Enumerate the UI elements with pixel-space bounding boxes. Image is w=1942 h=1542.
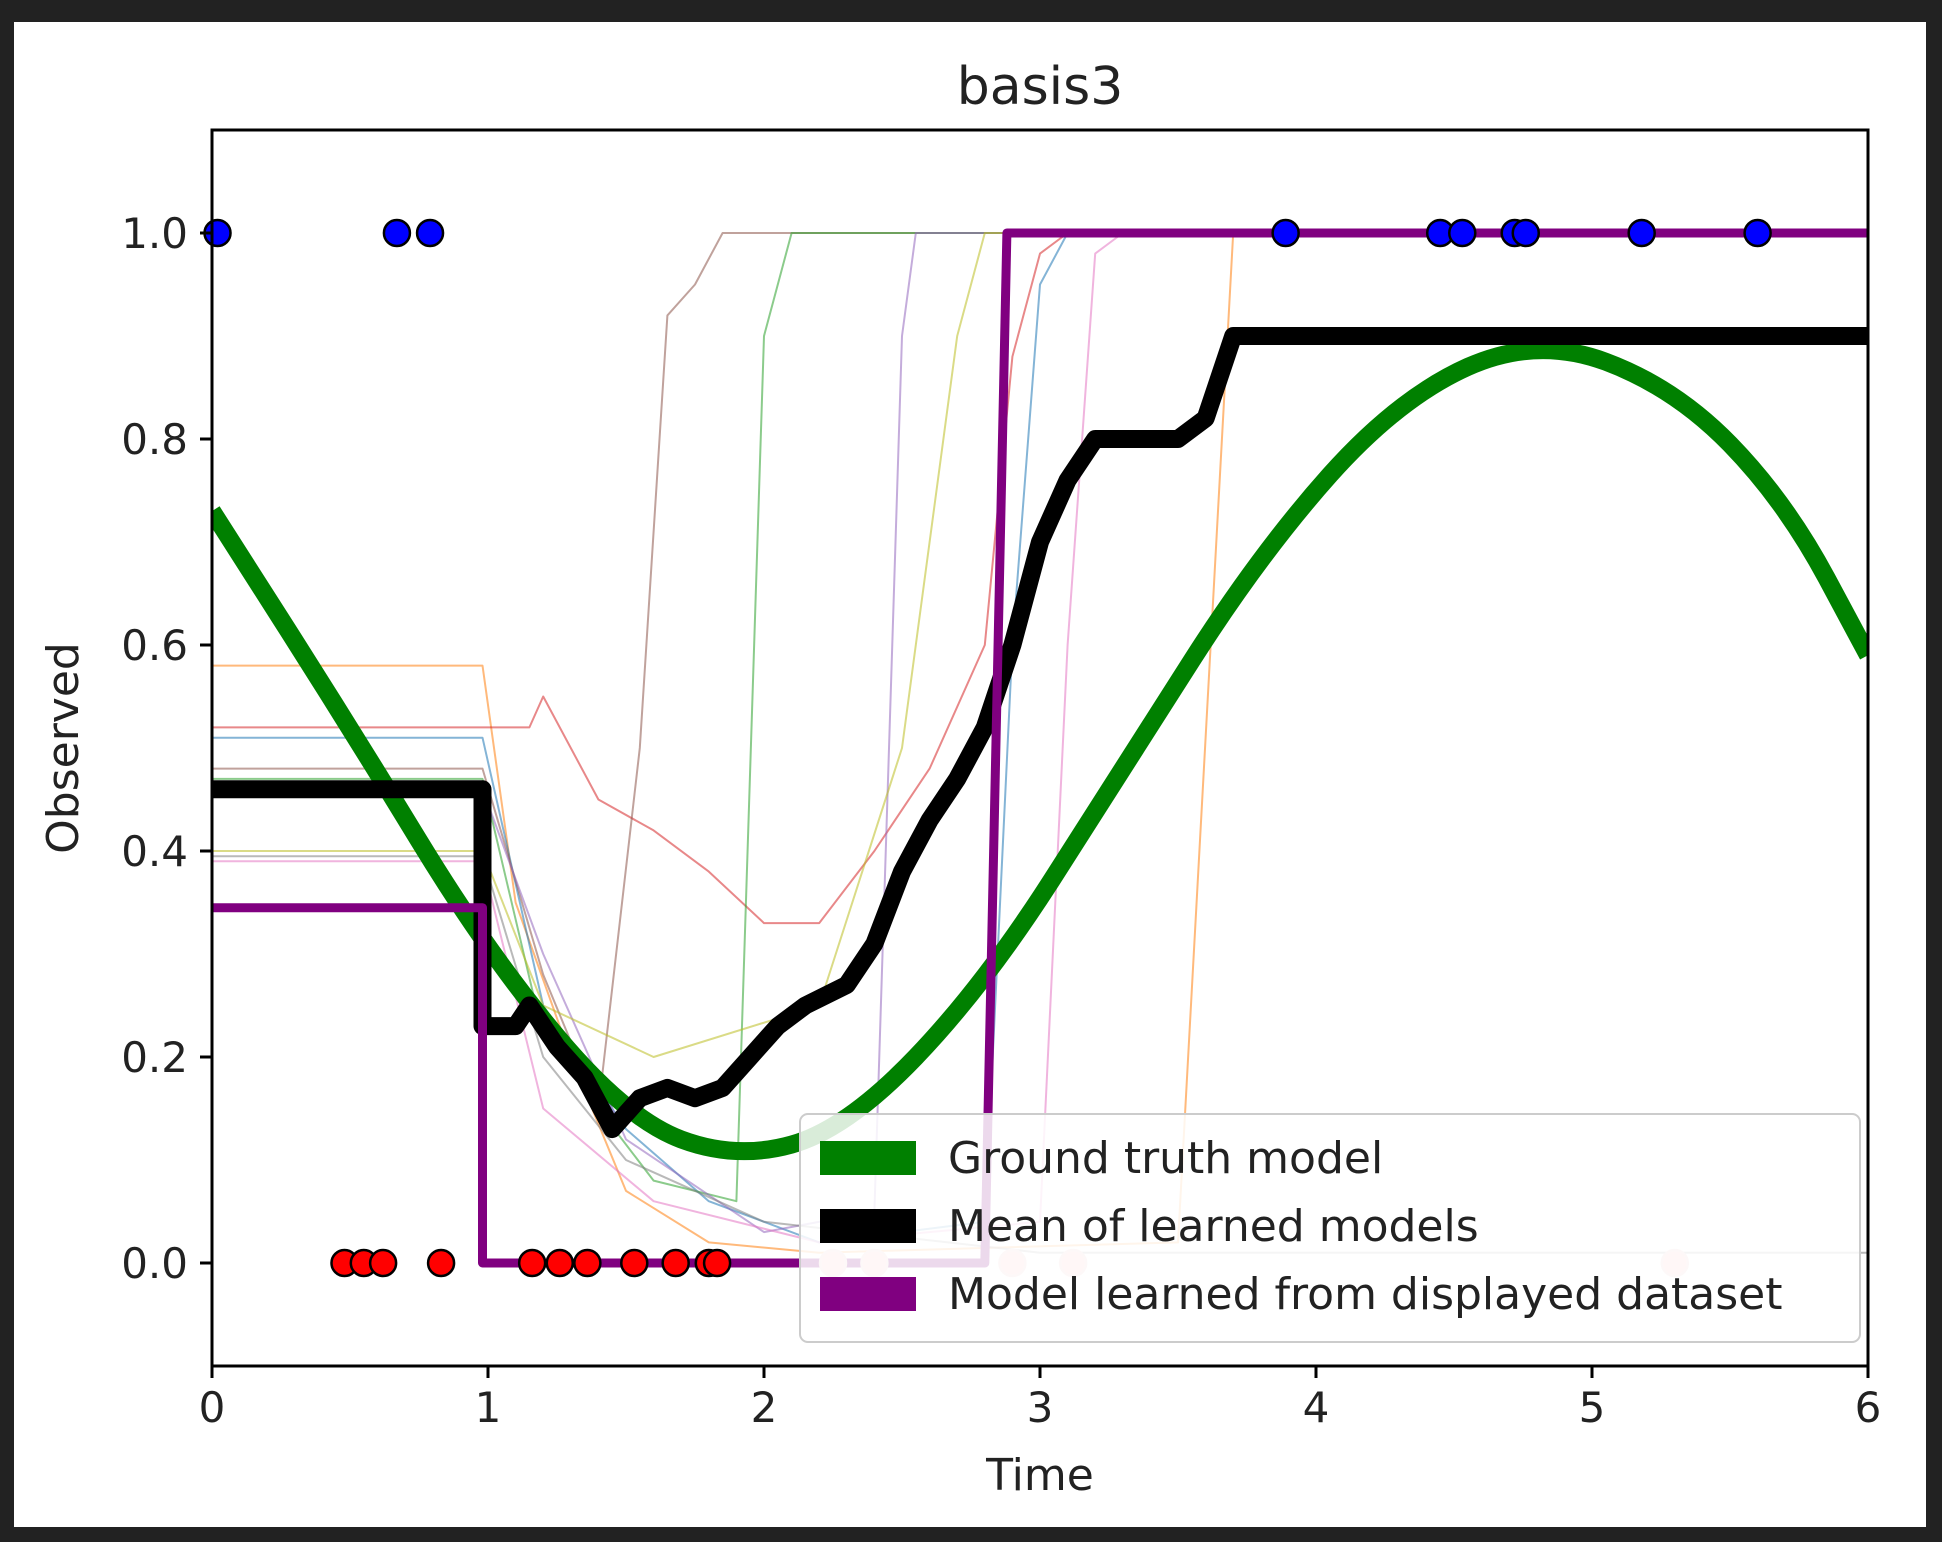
x-tick-label: 3 (1027, 1383, 1054, 1432)
x-tick-label: 2 (751, 1383, 778, 1432)
y-tick-label: 0.0 (121, 1239, 188, 1288)
positive-observation-point (1743, 218, 1772, 248)
y-axis-label: Observed (38, 642, 89, 854)
x-axis-label: Time (985, 1450, 1094, 1501)
negative-observation-point (545, 1248, 575, 1278)
x-tick-label: 0 (199, 1383, 226, 1432)
chart-title: basis3 (957, 57, 1124, 117)
negative-observation-point (573, 1248, 602, 1278)
negative-observation-point (426, 1248, 456, 1278)
individual-model-line (212, 232, 1868, 1110)
x-tick-label: 4 (1303, 1383, 1330, 1432)
legend-swatch (820, 1277, 916, 1311)
x-axis: 0 1 2 3 4 5 6 (199, 1366, 1882, 1432)
negative-observation-point (661, 1248, 690, 1278)
series-line (212, 228, 1868, 1268)
y-tick-label: 0.6 (121, 621, 188, 670)
individual-model-line (212, 232, 1868, 1254)
series-layer (212, 228, 1868, 1268)
legend-swatch (820, 1141, 916, 1175)
x-tick-label: 6 (1855, 1383, 1882, 1432)
legend-swatch (820, 1209, 916, 1243)
legend-label: Mean of learned models (948, 1201, 1479, 1252)
series-line (212, 327, 1868, 1139)
y-tick-label: 0.8 (121, 415, 188, 464)
positive-observation-point (1511, 218, 1541, 248)
negative-observation-point (517, 1248, 547, 1278)
negative-observation-point (620, 1248, 649, 1278)
legend-label: Model learned from displayed dataset (948, 1269, 1783, 1320)
y-tick-label: 0.4 (121, 827, 188, 876)
individual-model-line (212, 232, 1868, 1234)
y-tick-label: 1.0 (121, 209, 188, 258)
positive-observation-point (415, 218, 445, 248)
positive-observation-point (382, 218, 412, 248)
chart-figure: basis3 0 1 2 3 4 5 6 0.0 0.2 0.4 0.6 0.8 1.0 Time O… (14, 22, 1926, 1527)
negative-observation-point (702, 1248, 732, 1278)
x-tick-label: 5 (1579, 1383, 1606, 1432)
chart-canvas: basis3 0 1 2 3 4 5 6 0.0 0.2 0.4 0.6 0.8 1.0 Time O… (38, 57, 1882, 1501)
legend-label: Ground truth model (948, 1133, 1383, 1184)
positive-observation-point (1448, 218, 1477, 248)
positive-observation-point (1627, 218, 1656, 248)
legend-box (799, 1113, 1861, 1343)
negative-observation-point (368, 1248, 398, 1278)
x-tick-label: 1 (475, 1383, 502, 1432)
y-tick-label: 0.2 (121, 1033, 188, 1082)
legend: Ground truth model Mean of learned model… (799, 1113, 1861, 1343)
individual-model-line (212, 232, 1868, 925)
y-axis: 0.0 0.2 0.4 0.6 0.8 1.0 (121, 209, 212, 1288)
series-line (212, 341, 1868, 1161)
positive-observation-point (1271, 218, 1300, 248)
